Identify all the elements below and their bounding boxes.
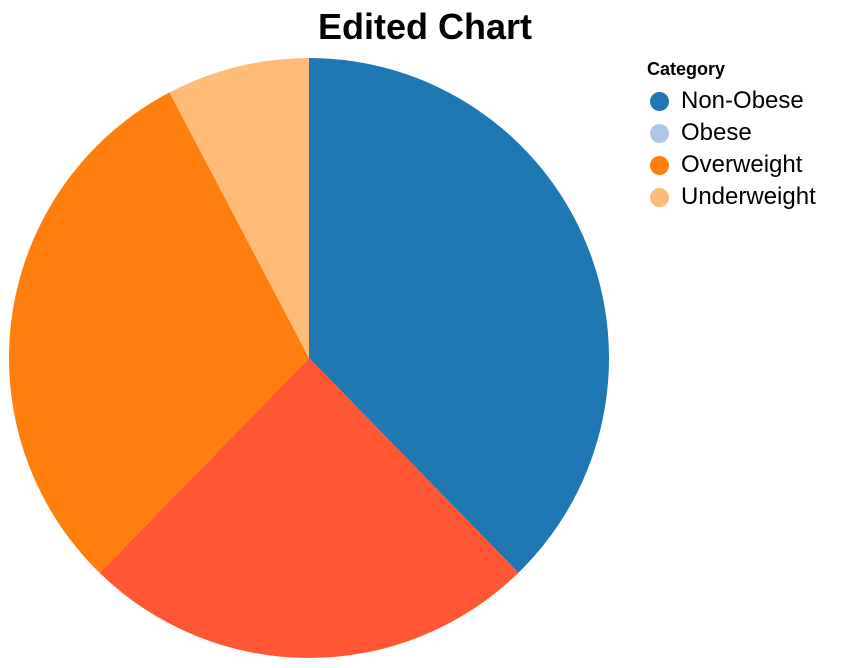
legend: Category Non-Obese Obese Overweight Underwe… xyxy=(647,58,816,213)
legend-item-non-obese: Non-Obese xyxy=(647,85,816,117)
pie-slices xyxy=(9,58,609,658)
legend-label: Overweight xyxy=(681,151,803,178)
legend-item-obese: Obese xyxy=(647,117,816,149)
legend-title: Category xyxy=(647,59,726,79)
legend-label: Non-Obese xyxy=(681,87,804,114)
legend-items: Non-Obese Obese Overweight Underweight xyxy=(647,85,816,213)
legend-label: Underweight xyxy=(681,183,816,210)
pie-slice-obese xyxy=(99,358,519,658)
legend-label: Obese xyxy=(681,119,752,146)
legend-swatch-icon xyxy=(650,91,669,111)
legend-item-overweight: Overweight xyxy=(647,149,816,181)
chart-title: Edited Chart xyxy=(317,6,532,47)
pie-slice-non-obese xyxy=(309,58,609,573)
pie-slice-underweight xyxy=(169,58,309,358)
legend-swatch-icon xyxy=(650,187,669,207)
legend-swatch-icon xyxy=(650,123,669,143)
legend-swatch-icon xyxy=(650,155,669,175)
pie-slice-overweight xyxy=(9,92,310,573)
legend-item-underweight: Underweight xyxy=(647,181,816,213)
